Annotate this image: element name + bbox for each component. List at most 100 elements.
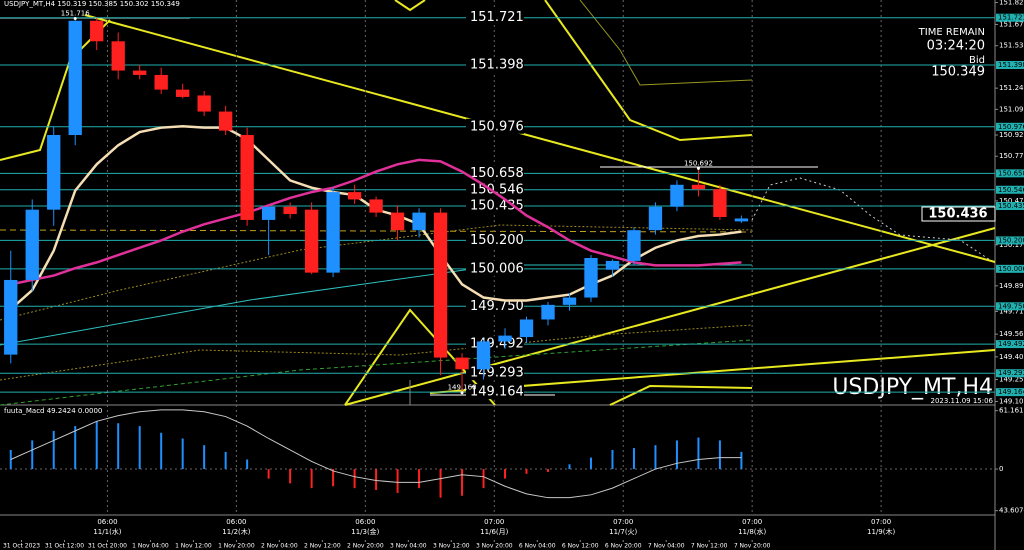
level-axis-box — [996, 169, 1024, 178]
level-axis-label: 149.293 — [998, 369, 1024, 377]
level-label-bg — [466, 232, 524, 248]
candle-body — [90, 20, 104, 42]
candle-body — [326, 192, 340, 273]
x-date-label: 6 Nov 12:00 — [562, 543, 599, 550]
annotation-point — [73, 16, 77, 20]
ma-line — [10, 158, 742, 286]
x-day-label: 11/2(木) — [222, 527, 250, 536]
bid-value: 150.349 — [931, 65, 985, 80]
candle-body — [412, 212, 426, 231]
x-date-label: 31 Oct 12:00 — [45, 543, 84, 550]
y-tick-label: 149.715 — [999, 307, 1024, 315]
x-tick-label: 06:00 — [355, 518, 375, 526]
y-tick-label: 151.530 — [999, 42, 1024, 50]
level-label-bg — [466, 165, 524, 181]
candle-body — [519, 319, 534, 338]
level-label-bg — [466, 260, 524, 276]
x-tick-label: 07:00 — [484, 518, 504, 526]
x-tick-label: 07:00 — [742, 518, 762, 526]
level-label: 149.750 — [470, 299, 524, 314]
level-label: 150.976 — [470, 119, 524, 134]
x-date-label: 1 Nov 12:00 — [175, 543, 212, 550]
y-tick-label: 151.240 — [999, 84, 1024, 92]
level-axis-label: 150.200 — [998, 236, 1024, 244]
x-date-label: 7 Nov 20:00 — [734, 543, 771, 550]
y-tick-label: 151.825 — [999, 0, 1024, 6]
candle-body — [304, 209, 319, 273]
level-label-bg — [466, 384, 524, 400]
candle-body — [197, 95, 211, 112]
time-remain-label: TIME REMAIN — [918, 27, 985, 38]
candle-body — [111, 41, 125, 71]
y-tick-label: 150.170 — [999, 241, 1024, 249]
y-tick-label: 149.560 — [999, 330, 1024, 338]
annotation-point — [696, 166, 700, 170]
level-axis-label: 150.658 — [998, 169, 1024, 177]
macd-tick-label: 43.6074 — [999, 507, 1024, 515]
x-date-label: 1 Nov 04:00 — [132, 543, 169, 550]
y-tick-label: 149.100 — [999, 397, 1024, 405]
x-date-label: 6 Nov 20:00 — [605, 543, 642, 550]
level-axis-label: 150.006 — [998, 265, 1024, 273]
candle-body — [347, 192, 362, 200]
x-date-label: 3 Nov 04:00 — [390, 543, 427, 550]
x-date-label: 3 Nov 20:00 — [476, 543, 513, 550]
x-tick-label: 07:00 — [871, 518, 891, 526]
candle-body — [498, 335, 512, 342]
level-label-bg — [466, 57, 524, 73]
level-label: 149.164 — [470, 385, 524, 400]
level-label: 150.200 — [470, 233, 524, 248]
level-label-bg — [466, 181, 524, 197]
candle-body — [369, 199, 383, 213]
x-day-label: 11/1(水) — [93, 527, 121, 536]
macd-signal — [10, 409, 742, 499]
level-axis-label: 149.164 — [998, 388, 1024, 396]
x-tick-label: 06:00 — [97, 518, 117, 526]
x-tick-label: 06:00 — [226, 518, 246, 526]
current-price: 150.436 — [928, 207, 987, 222]
header-info: USDJPY_MT,H4 150.319 150.385 150.302 150… — [4, 0, 180, 8]
y-tick-label: 149.250 — [999, 376, 1024, 384]
x-date-label: 2 Nov 20:00 — [347, 543, 384, 550]
level-label-bg — [466, 9, 524, 25]
annotation-point — [460, 391, 464, 395]
candle-body — [218, 111, 233, 131]
x-day-label: 11/9(木) — [867, 527, 895, 536]
level-axis-label: 150.976 — [998, 123, 1024, 131]
x-date-label: 7 Nov 04:00 — [648, 543, 685, 550]
x-day-label: 11/3(金) — [351, 527, 379, 536]
candle-body — [154, 74, 168, 90]
macd-tick-label: 0 — [999, 465, 1003, 473]
level-label: 150.006 — [470, 261, 524, 276]
x-date-label: 31 Oct 2023 — [3, 543, 40, 550]
candle-body — [47, 135, 61, 210]
level-axis-box — [996, 369, 1024, 378]
candle-body — [627, 230, 641, 261]
annotation-label: 151.716 — [61, 9, 90, 17]
level-axis-box — [996, 122, 1024, 131]
level-axis-box — [996, 202, 1024, 211]
candle-body — [133, 70, 147, 75]
x-day-label: 11/7(火) — [609, 528, 637, 536]
candle-body — [25, 209, 39, 280]
candle-body — [605, 260, 620, 270]
timer: 03:24:20 — [927, 39, 985, 54]
level-axis-box — [996, 264, 1024, 273]
candle-body — [562, 297, 577, 305]
level-label: 150.658 — [470, 166, 524, 181]
candle-body — [176, 89, 190, 97]
level-axis-label: 150.435 — [998, 202, 1024, 210]
candle-body — [261, 206, 276, 220]
bid-label: Bid — [969, 55, 985, 66]
candle-body — [691, 184, 706, 190]
timestamp: 2023.11.09 15:06 — [931, 397, 994, 405]
annotation-label: 149.160 — [448, 384, 477, 392]
y-tick-label: 150.470 — [999, 197, 1024, 205]
x-date-label: 31 Oct 20:00 — [88, 543, 127, 550]
y-tick-label: 149.890 — [999, 282, 1024, 290]
candle-body — [713, 189, 727, 217]
annotation-label: 150.692 — [684, 159, 713, 167]
x-date-label: 2 Nov 12:00 — [304, 543, 341, 550]
level-axis-box — [996, 236, 1024, 245]
